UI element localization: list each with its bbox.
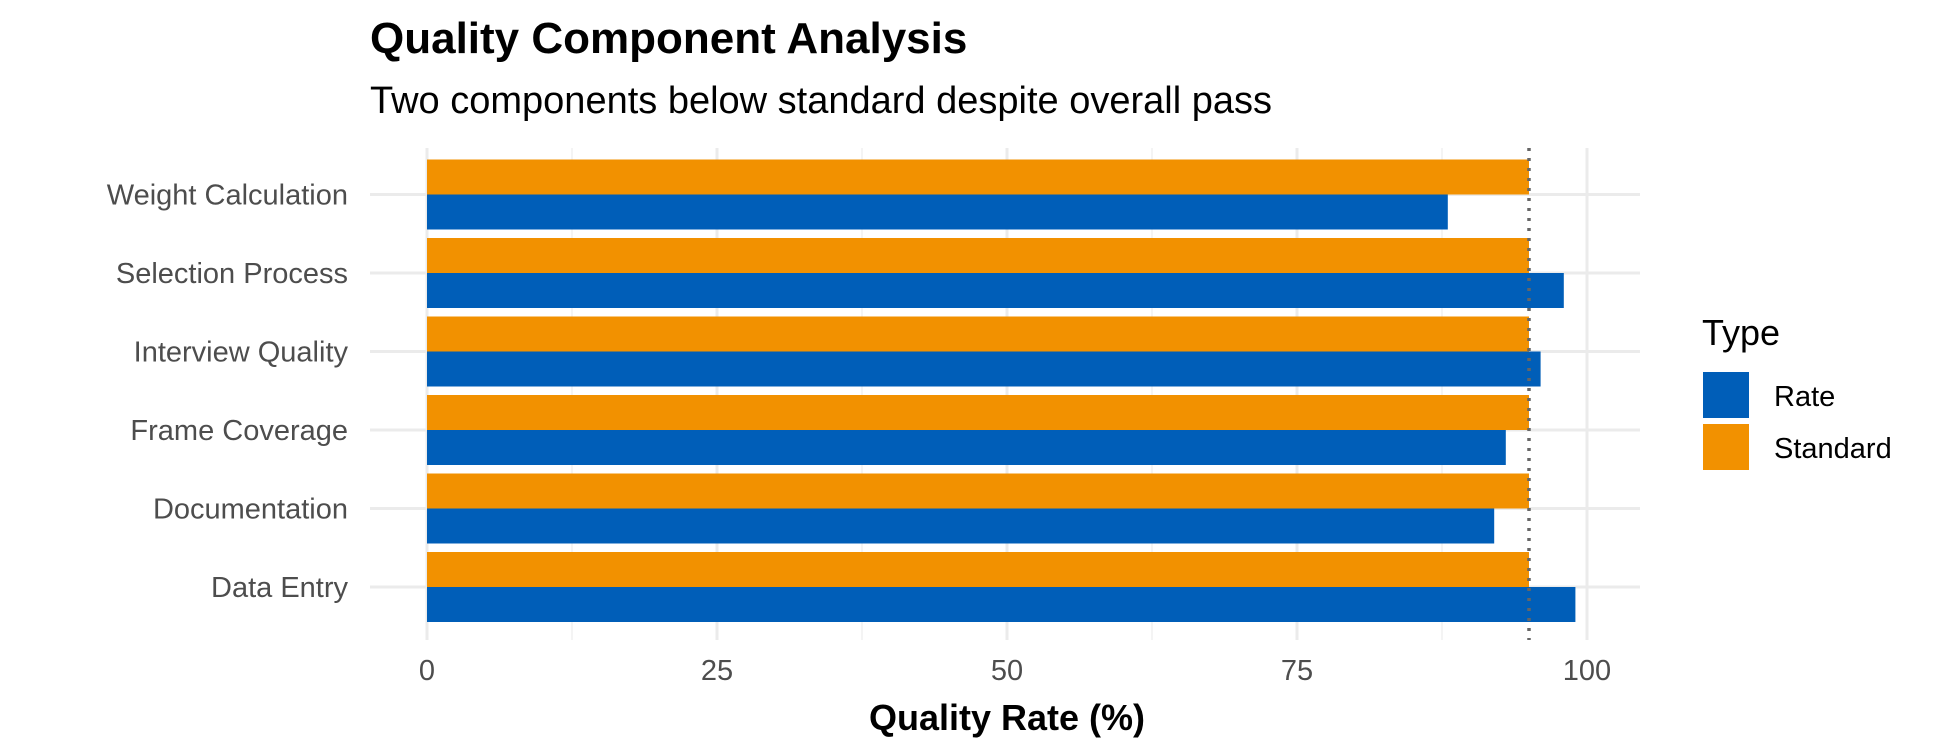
bar-rate bbox=[427, 587, 1576, 622]
legend-label: Rate bbox=[1774, 381, 1835, 413]
y-tick-labels: Data Entry Documentation Frame Coverage Int… bbox=[107, 180, 349, 605]
legend-title: Type bbox=[1702, 312, 1780, 353]
legend: Type Rate Standard bbox=[1702, 312, 1892, 470]
bar-rate bbox=[427, 430, 1506, 465]
bar-rate bbox=[427, 351, 1541, 387]
bar-standard bbox=[427, 552, 1529, 587]
x-tick-label: 75 bbox=[1281, 655, 1313, 687]
legend-key bbox=[1703, 372, 1749, 418]
bar-rate bbox=[427, 508, 1495, 544]
chart-title: Quality Component Analysis bbox=[370, 14, 968, 63]
x-tick-label: 50 bbox=[991, 655, 1023, 687]
bar-standard bbox=[427, 159, 1529, 195]
x-tick-labels: 0 25 50 75 100 bbox=[419, 655, 1611, 687]
bar-rate bbox=[427, 194, 1448, 230]
y-tick-label: Weight Calculation bbox=[107, 180, 348, 212]
x-tick-label: 25 bbox=[701, 655, 733, 687]
bars bbox=[427, 159, 1576, 622]
bar-standard bbox=[427, 316, 1529, 352]
legend-label: Standard bbox=[1774, 433, 1892, 465]
y-tick-label: Interview Quality bbox=[134, 337, 349, 369]
y-tick-label: Documentation bbox=[153, 494, 348, 526]
chart-subtitle: Two components below standard despite ov… bbox=[370, 80, 1272, 122]
y-tick-label: Frame Coverage bbox=[130, 415, 348, 447]
bar-standard bbox=[427, 473, 1529, 509]
bar-rate bbox=[427, 273, 1564, 308]
y-tick-label: Data Entry bbox=[211, 572, 348, 604]
x-tick-label: 0 bbox=[419, 655, 435, 687]
bar-standard bbox=[427, 238, 1529, 273]
x-tick-label: 100 bbox=[1563, 655, 1611, 687]
legend-key bbox=[1703, 424, 1749, 470]
y-tick-label: Selection Process bbox=[116, 258, 348, 290]
bar-standard bbox=[427, 395, 1529, 430]
x-axis-title: Quality Rate (%) bbox=[869, 697, 1145, 738]
